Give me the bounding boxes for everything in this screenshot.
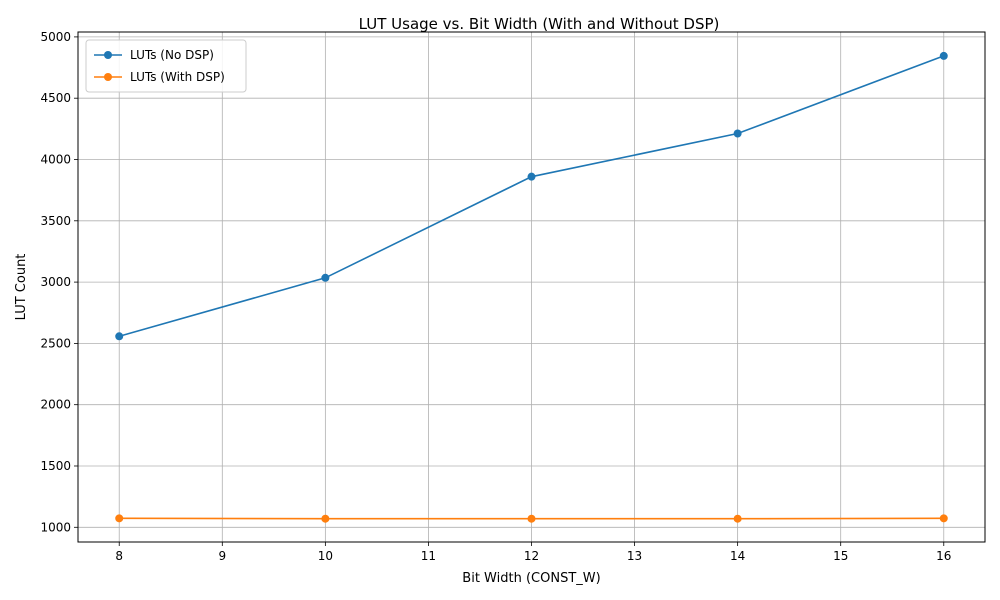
y-axis-label: LUT Count bbox=[14, 254, 29, 321]
data-point bbox=[733, 514, 742, 523]
y-tick-label: 2500 bbox=[40, 336, 71, 350]
x-tick-label: 13 bbox=[627, 549, 642, 563]
series-markers bbox=[115, 51, 948, 523]
x-tick-label: 11 bbox=[421, 549, 436, 563]
x-axis-label: Bit Width (CONST_W) bbox=[462, 571, 600, 586]
data-point bbox=[939, 51, 948, 60]
y-axis-ticks: 1000 1500 2000 2500 3000 3500 4000 4500 5000 bbox=[40, 30, 78, 534]
legend-label: LUTs (No DSP) bbox=[130, 48, 214, 62]
y-tick-label: 5000 bbox=[40, 30, 71, 44]
y-tick-label: 4500 bbox=[40, 91, 71, 105]
x-tick-label: 9 bbox=[218, 549, 226, 563]
x-tick-label: 8 bbox=[115, 549, 123, 563]
x-tick-label: 15 bbox=[833, 549, 848, 563]
y-tick-label: 2000 bbox=[40, 398, 71, 412]
data-point bbox=[321, 273, 330, 282]
legend-box bbox=[85, 39, 247, 93]
data-point bbox=[527, 514, 536, 523]
y-tick-label: 3500 bbox=[40, 214, 71, 228]
data-point bbox=[527, 172, 536, 181]
x-tick-label: 14 bbox=[730, 549, 745, 563]
legend-marker bbox=[104, 73, 112, 81]
legend: LUTs (No DSP) LUTs (With DSP) bbox=[85, 39, 247, 93]
data-point bbox=[115, 514, 124, 523]
data-point bbox=[733, 129, 742, 138]
legend-label: LUTs (With DSP) bbox=[130, 70, 225, 84]
grid bbox=[78, 32, 985, 542]
x-tick-label: 12 bbox=[524, 549, 539, 563]
y-tick-label: 4000 bbox=[40, 153, 71, 167]
x-tick-label: 16 bbox=[936, 549, 951, 563]
chart-title: LUT Usage vs. Bit Width (With and Withou… bbox=[359, 15, 720, 33]
x-tick-label: 10 bbox=[318, 549, 333, 563]
y-tick-label: 1500 bbox=[40, 459, 71, 473]
data-point bbox=[115, 332, 124, 341]
legend-marker bbox=[104, 51, 112, 59]
x-axis-ticks: 8 9 10 11 12 13 14 15 16 bbox=[115, 542, 951, 563]
y-tick-label: 1000 bbox=[40, 520, 71, 534]
data-point bbox=[321, 514, 330, 523]
y-tick-label: 3000 bbox=[40, 275, 71, 289]
data-point bbox=[939, 514, 948, 523]
